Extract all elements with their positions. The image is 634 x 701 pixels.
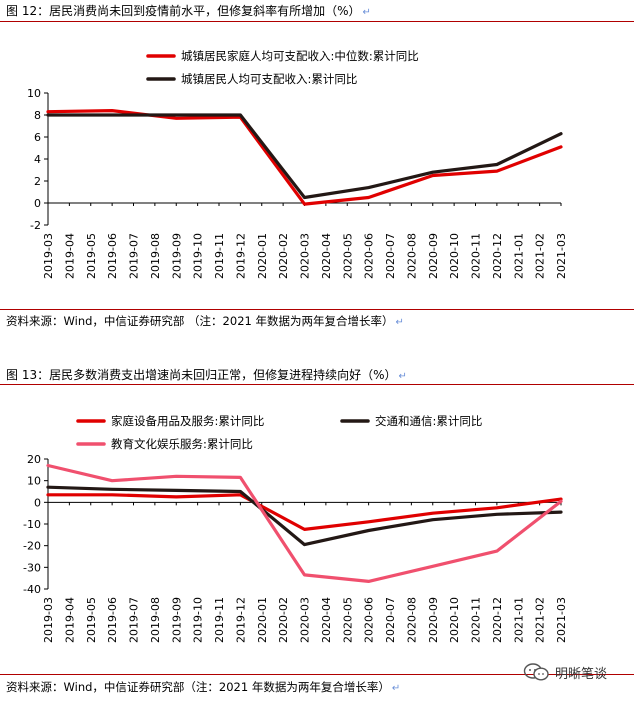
series-line-0 xyxy=(46,108,563,206)
x-tick-label: 2020-02 xyxy=(277,597,290,643)
x-tick-label: 2020-03 xyxy=(299,233,312,279)
y-tick-label: 20 xyxy=(27,453,41,466)
y-tick-label: 4 xyxy=(34,153,41,166)
x-tick-label: 2019-11 xyxy=(213,597,226,643)
figure1-bottom-rule xyxy=(0,309,634,310)
legend-label: 家庭设备用品及服务:累计同比 xyxy=(111,414,264,428)
y-tick-label: -2 xyxy=(30,219,41,232)
x-tick-label: 2020-12 xyxy=(491,597,504,643)
x-tick-label: 2021-02 xyxy=(534,597,547,643)
y-tick-label: -30 xyxy=(23,561,41,574)
x-tick-label: 2021-02 xyxy=(534,233,547,279)
x-tick-label: 2021-03 xyxy=(555,233,568,279)
x-tick-label: 2019-10 xyxy=(192,233,205,279)
y-tick-label: 6 xyxy=(34,131,41,144)
x-tick-label: 2019-10 xyxy=(192,597,205,643)
x-tick-label: 2020-12 xyxy=(491,233,504,279)
x-tick-label: 2019-08 xyxy=(149,233,162,279)
x-tick-label: 2020-09 xyxy=(427,597,440,643)
figure1-top-rule xyxy=(0,21,634,22)
x-tick-label: 2020-06 xyxy=(363,597,376,643)
series-line-1 xyxy=(46,113,563,200)
chart1: -2 0 2 4 6 8 10 2019-03 2019-04 2019-05 2019-06 201… xyxy=(27,49,568,279)
x-tick-label: 2019-07 xyxy=(128,233,141,279)
x-tick-label: 2019-06 xyxy=(106,597,119,643)
x-tick-label: 2020-11 xyxy=(470,233,483,279)
x-tick-label: 2019-06 xyxy=(106,233,119,279)
x-tick-label: 2020-11 xyxy=(470,597,483,643)
x-tick-label: 2021-01 xyxy=(512,597,525,643)
x-tick-label: 2021-03 xyxy=(555,597,568,643)
x-tick-label: 2019-11 xyxy=(213,233,226,279)
x-tick-label: 2020-01 xyxy=(256,597,269,643)
series-line-2 xyxy=(46,463,563,583)
x-tick-label: 2020-07 xyxy=(384,233,397,279)
x-tick-label: 2020-10 xyxy=(448,233,461,279)
x-tick-label: 2019-03 xyxy=(42,597,55,643)
watermark-text: 明晰笔谈 xyxy=(555,666,608,682)
x-tick-label: 2020-05 xyxy=(341,597,354,643)
figure1-title: 图 12：居民消费尚未回到疫情前水平，但修复斜率有所增加（%） ↵ xyxy=(6,4,371,18)
x-tick-label: 2019-09 xyxy=(170,597,183,643)
x-tick-label: 2020-06 xyxy=(363,233,376,279)
x-tick-label: 2020-08 xyxy=(405,597,418,643)
x-tick-label: 2020-03 xyxy=(299,597,312,643)
x-tick-label: 2019-08 xyxy=(149,597,162,643)
x-tick-label: 2020-07 xyxy=(384,597,397,643)
x-tick-label: 2020-08 xyxy=(405,233,418,279)
x-tick-label: 2019-09 xyxy=(170,233,183,279)
y-tick-label: 0 xyxy=(34,197,41,210)
figure2-top-rule xyxy=(0,384,634,385)
x-tick-label: 2020-09 xyxy=(427,233,440,279)
y-tick-label: -10 xyxy=(23,518,41,531)
y-tick-label: 0 xyxy=(34,496,41,509)
watermark: 明晰笔谈 xyxy=(523,662,607,682)
legend-label: 城镇居民人均可支配收入:累计同比 xyxy=(181,72,357,86)
figure2-source: 资料来源：Wind，中信证券研究部（注：2021 年数据为两年复合增长率） ↵ xyxy=(6,680,401,694)
series-line-1 xyxy=(46,485,563,547)
x-tick-label: 2019-03 xyxy=(42,233,55,279)
series-line-0 xyxy=(46,493,563,531)
figure2-bottom-rule xyxy=(0,674,634,675)
y-tick-label: 8 xyxy=(34,109,41,122)
x-tick-label: 2019-05 xyxy=(85,597,98,643)
x-tick-label: 2019-07 xyxy=(128,597,141,643)
x-tick-label: 2020-02 xyxy=(277,233,290,279)
x-tick-label: 2020-04 xyxy=(320,233,333,279)
wechat-icon xyxy=(523,663,549,681)
x-tick-label: 2020-05 xyxy=(341,233,354,279)
x-tick-label: 2019-04 xyxy=(63,233,76,279)
y-tick-label: 2 xyxy=(34,175,41,188)
x-tick-label: 2020-01 xyxy=(256,233,269,279)
legend-label: 交通和通信:累计同比 xyxy=(375,414,482,428)
figure2-title: 图 13：居民多数消费支出增速尚未回归正常，但修复进程持续向好（%） ↵ xyxy=(6,368,407,382)
y-tick-label: 10 xyxy=(27,475,41,488)
y-tick-label: -20 xyxy=(23,540,41,553)
x-tick-label: 2020-04 xyxy=(320,597,333,643)
x-tick-label: 2019-05 xyxy=(85,233,98,279)
x-tick-label: 2021-01 xyxy=(512,233,525,279)
y-tick-label: -40 xyxy=(23,583,41,596)
x-tick-label: 2020-10 xyxy=(448,597,461,643)
x-tick-label: 2019-12 xyxy=(234,233,247,279)
x-tick-label: 2019-04 xyxy=(63,597,76,643)
figure1-source: 资料来源：Wind，中信证券研究部 （注：2021 年数据为两年复合增长率） ↵ xyxy=(6,314,404,328)
x-tick-label: 2019-12 xyxy=(234,597,247,643)
legend-label: 教育文化娱乐服务:累计同比 xyxy=(111,437,253,451)
chart2: -40 -30 -20 -10 0 10 20 2019-03 2019-04 2019-05 20… xyxy=(23,414,568,643)
y-tick-label: 10 xyxy=(27,87,41,100)
legend-label: 城镇居民家庭人均可支配收入:中位数:累计同比 xyxy=(181,49,419,63)
